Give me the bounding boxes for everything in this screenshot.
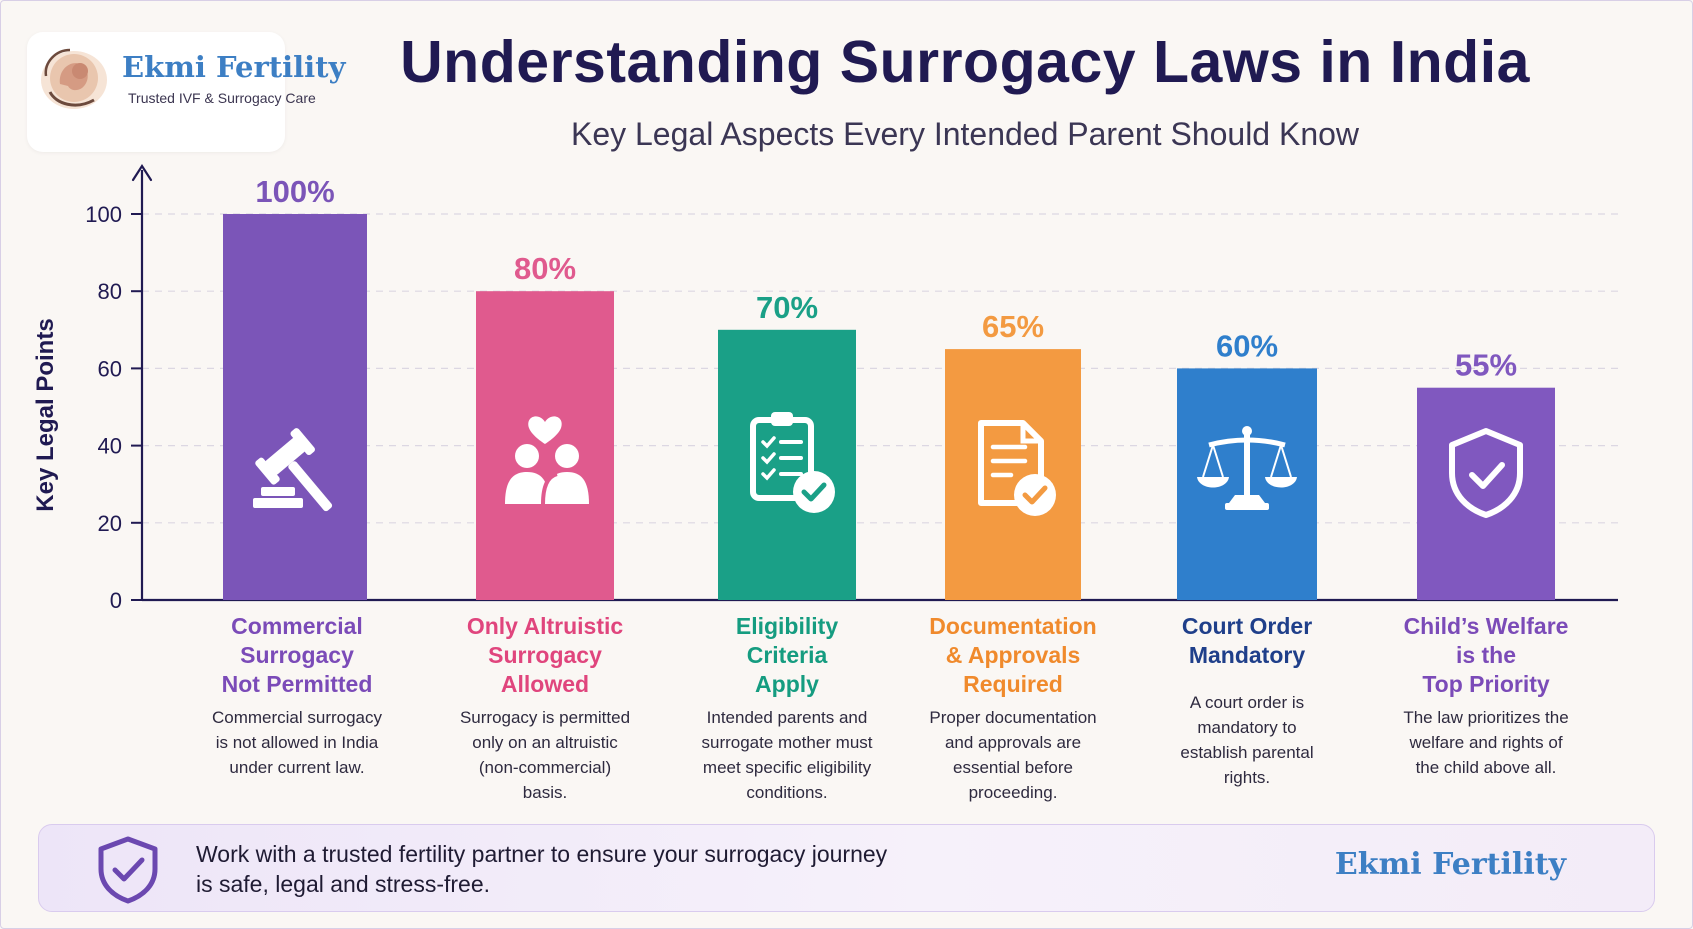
y-tick-label: 0 (110, 588, 122, 613)
category-label-block: Court Order Mandatory A court order is mand… (1137, 612, 1357, 790)
brand-logo-icon (41, 48, 107, 109)
clipboard-check-icon (750, 412, 835, 513)
page-subtitle: Key Legal Aspects Every Intended Parent … (570, 116, 1360, 152)
bar (718, 329, 856, 600)
footer-banner: Work with a trusted fertility partner to… (38, 824, 1655, 912)
category-title-line: Allowed (500, 671, 590, 697)
bar-value-label: 70% (756, 290, 818, 325)
bar-value-label: 60% (1216, 328, 1278, 363)
y-axis-arrow-icon (131, 163, 153, 182)
category-description: The law prioritizes the welfare and right… (1376, 705, 1596, 780)
y-tick-label: 40 (98, 434, 122, 459)
category-description-line: conditions. (746, 783, 828, 802)
category-description-line: welfare and rights of (1409, 733, 1563, 752)
y-tick-label: 100 (85, 202, 122, 227)
brand-name: Ekmi Fertility (122, 50, 346, 84)
category-description-line: (non-commercial) (478, 758, 612, 777)
category-title-line: Court Order (1181, 613, 1313, 639)
category-description-line: mandatory to (1197, 718, 1297, 737)
category-description-line: Proper documentation (929, 708, 1097, 727)
bar (1417, 387, 1555, 600)
category-label-block: Commercial Surrogacy Not Permitted Commerci… (187, 612, 407, 780)
category-title-line: Not Permitted (221, 671, 373, 697)
category-description: Intended parents and surrogate mother mus… (677, 705, 897, 805)
footer-message: Work with a trusted fertility partner to… (196, 839, 956, 899)
category-description-line: Intended parents and (706, 708, 868, 727)
category-description-line: surrogate mother must (701, 733, 873, 752)
category-title: Commercial Surrogacy Not Permitted (187, 612, 407, 699)
category-description-line: essential before (952, 758, 1074, 777)
category-title: Court Order Mandatory (1137, 612, 1357, 670)
category-label-block: Only Altruistic Surrogacy Allowed Surrogacy… (435, 612, 655, 805)
category-label-block: Documentation & Approvals Required Proper d… (903, 612, 1123, 805)
category-title-line: Criteria (746, 642, 828, 668)
category-title-line: Documentation (929, 613, 1097, 639)
category-title: Only Altruistic Surrogacy Allowed (435, 612, 655, 699)
footer-brand: Ekmi Fertility (1334, 847, 1566, 882)
category-title-line: is the (1455, 642, 1517, 668)
bar-value-label: 55% (1455, 348, 1517, 383)
shield-check-icon (1449, 428, 1523, 518)
category-description-line: basis. (522, 783, 568, 802)
category-description-line: Commercial surrogacy (211, 708, 383, 727)
category-description-line: A court order is (1189, 693, 1305, 712)
category-description-line: and approvals are (944, 733, 1082, 752)
category-description-line: rights. (1223, 768, 1271, 787)
category-label-block: Child’s Welfare is the Top Priority The law… (1376, 612, 1596, 780)
page-title: Understanding Surrogacy Laws in India (400, 29, 1530, 95)
category-description-line: the child above all. (1415, 758, 1557, 777)
bar-value-label: 100% (255, 174, 334, 209)
category-title: Child’s Welfare is the Top Priority (1376, 612, 1596, 699)
bar-value-label: 80% (514, 251, 576, 286)
category-title-line: Child’s Welfare (1403, 613, 1569, 639)
y-tick-label: 20 (98, 511, 122, 536)
y-tick-label: 60 (98, 356, 122, 381)
y-tick-label: 80 (98, 279, 122, 304)
bar (476, 291, 614, 600)
category-title-line: Commercial (231, 613, 363, 639)
footer-line-2: is safe, legal and stress-free. (196, 871, 491, 897)
category-description-line: establish parental (1180, 743, 1314, 762)
category-description-line: meet specific eligibility (702, 758, 872, 777)
brand-tagline: Trusted IVF & Surrogacy Care (128, 90, 316, 106)
document-check-icon (978, 420, 1056, 516)
footer-line-1: Work with a trusted fertility partner to… (196, 841, 888, 867)
category-title-line: Mandatory (1188, 642, 1306, 668)
category-description: A court order is mandatory to establish pa… (1137, 690, 1357, 790)
category-title-line: Only Altruistic (466, 613, 624, 639)
category-description: Proper documentation and approvals are ess… (903, 705, 1123, 805)
gavel-icon (253, 428, 333, 512)
category-description-line: The law prioritizes the (1403, 708, 1569, 727)
category-description: Commercial surrogacy is not allowed in In… (187, 705, 407, 780)
category-title-line: Top Priority (1422, 671, 1550, 697)
category-description-line: Surrogacy is permitted (459, 708, 631, 727)
bar (223, 214, 367, 600)
category-description: Surrogacy is permitted only on an altruis… (435, 705, 655, 805)
category-description-line: only on an altruistic (472, 733, 618, 752)
y-axis-label: Key Legal Points (32, 318, 59, 512)
shield-check-icon (98, 836, 158, 904)
category-title-line: Surrogacy (240, 642, 354, 668)
category-description-line: under current law. (229, 758, 365, 777)
category-title: Documentation & Approvals Required (903, 612, 1123, 699)
category-description-line: proceeding. (968, 783, 1058, 802)
scales-icon (1197, 426, 1297, 510)
bar-value-label: 65% (982, 309, 1044, 344)
category-title-line: Surrogacy (488, 642, 602, 668)
category-label-block: Eligibility Criteria Apply Intended parents… (677, 612, 897, 805)
category-title-line: Apply (755, 671, 819, 697)
category-title-line: & Approvals (945, 642, 1081, 668)
people-heart-icon (505, 416, 589, 505)
category-title: Eligibility Criteria Apply (677, 612, 897, 699)
category-title-line: Eligibility (735, 613, 839, 639)
category-title-line: Required (963, 671, 1063, 697)
category-description-line: is not allowed in India (215, 733, 379, 752)
